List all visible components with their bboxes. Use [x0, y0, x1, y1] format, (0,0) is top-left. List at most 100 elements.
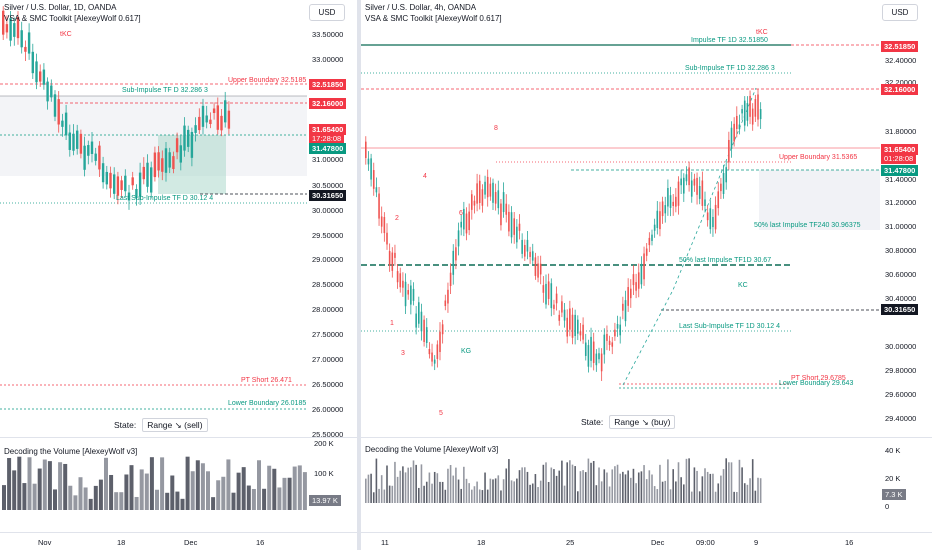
volume-bar: [513, 481, 515, 503]
candle-body: [590, 336, 592, 361]
y-tick: 26.00000: [312, 405, 344, 414]
pane-divider[interactable]: [357, 0, 361, 550]
candle-body: [201, 105, 205, 127]
candle-body: [198, 116, 201, 131]
volume-bar: [12, 470, 17, 510]
green-price-tag: 31.47800: [309, 143, 347, 154]
range-zone: [759, 170, 880, 230]
volume-bar: [648, 470, 651, 503]
upper-boundary-label: Upper Boundary 31.5365: [779, 154, 858, 161]
candle-body: [584, 342, 587, 356]
volume-bar: [418, 487, 420, 503]
candle-body: [388, 251, 391, 266]
y-tick: 33.50000: [312, 30, 344, 39]
x-tick: 9: [754, 538, 759, 547]
chart-pane-daily[interactable]: Silver / U.S. Dollar, 1D, OANDA VSA & SM…: [0, 0, 357, 550]
state-indicator: State: Range ↘ (sell): [114, 418, 208, 432]
volume-bar: [622, 471, 624, 503]
candle-body: [667, 188, 669, 207]
volume-bar: [577, 491, 579, 503]
volume-bar: [473, 486, 476, 503]
volume-bar: [231, 492, 236, 510]
candle-body: [27, 32, 31, 54]
candle-body: [153, 152, 157, 178]
candle-body: [659, 211, 661, 230]
candle-body: [447, 289, 449, 304]
y-tick: 29.60000: [885, 390, 917, 399]
candle-body: [471, 194, 473, 210]
volume-bar: [569, 460, 571, 503]
x-tick: Nov: [38, 538, 52, 547]
volume-bar: [550, 467, 553, 503]
4h-candle-chart[interactable]: [361, 0, 932, 550]
volume-bar: [439, 481, 441, 503]
state-label: State:: [114, 420, 137, 430]
volume-bar: [614, 466, 616, 503]
candle-body: [396, 271, 399, 283]
volume-bar: [667, 459, 669, 503]
volume-bar: [155, 489, 159, 510]
volume-bar: [547, 481, 550, 503]
candle-body: [563, 309, 566, 321]
volume-bar: [539, 480, 542, 503]
candle-body: [582, 324, 584, 340]
volume-pane[interactable]: Decoding the Volume [AlexeyWolf v3] 200 …: [0, 437, 357, 533]
y-tick: 27.50000: [312, 330, 344, 339]
candle-body: [425, 327, 428, 343]
volume-bar: [391, 485, 394, 503]
candle-body: [754, 99, 757, 117]
candle-body: [645, 248, 648, 256]
volume-bar: [611, 469, 614, 503]
candle-body: [598, 353, 600, 360]
volume-bar: [720, 475, 722, 503]
candle-body: [648, 237, 651, 246]
time-axis[interactable]: 11 18 25 Dec 09:00 9 16: [361, 532, 932, 550]
candle-body: [2, 10, 5, 35]
volume-bar: [553, 469, 555, 503]
currency-button[interactable]: USD: [309, 4, 345, 21]
volume-bar: [292, 466, 297, 510]
candle-body: [696, 177, 698, 195]
volume-tick: 40 K: [885, 446, 901, 455]
candle-body: [693, 178, 696, 186]
volume-bar: [134, 496, 139, 510]
candle-body: [190, 131, 194, 158]
last-sub-impulse-label: Last Sub-Impulse TF 1D 30.12 4: [679, 323, 781, 330]
sub-impulse-label: Sub-Impulse TF D 32.286 3: [122, 87, 208, 94]
volume-bar: [302, 472, 307, 510]
volume-bar: [754, 490, 757, 503]
volume-bar: [497, 475, 500, 503]
volume-bar: [759, 478, 762, 503]
volume-pane[interactable]: Decoding the Volume [AlexeyWolf v3] 40 K…: [361, 437, 932, 533]
chart-pane-4h[interactable]: Silver / U.S. Dollar, 4h, OANDA VSA & SM…: [361, 0, 932, 550]
candle-body: [83, 145, 86, 170]
candle-body: [452, 250, 455, 275]
daily-candle-chart[interactable]: [0, 0, 357, 550]
volume-bar: [688, 458, 690, 503]
volume-tag: 13.97 K: [309, 495, 341, 506]
currency-button[interactable]: USD: [882, 4, 918, 21]
volume-bar: [47, 461, 52, 510]
impulse-label: Impulse TF 1D 32.51850: [691, 37, 768, 44]
red-price-tag: 32.16000: [881, 84, 919, 95]
volume-bar: [447, 468, 449, 503]
volume-bar: [701, 476, 704, 503]
volume-bar: [476, 481, 478, 503]
time-axis[interactable]: Nov 18 Dec 16: [0, 532, 357, 550]
candle-body: [402, 280, 404, 288]
volume-bar: [267, 465, 272, 510]
candle-body: [661, 201, 664, 217]
volume-bar: [508, 459, 510, 503]
volume-bar: [733, 491, 735, 503]
volume-bar: [595, 485, 598, 503]
volume-bar: [394, 461, 396, 503]
volume-bar: [683, 484, 685, 503]
candle-body: [410, 285, 412, 305]
y-tick: 31.80000: [885, 127, 917, 136]
volume-bar: [579, 471, 582, 503]
volume-bar: [425, 481, 428, 503]
volume-bar: [365, 478, 367, 503]
candle-body: [394, 252, 396, 258]
wave-label: 6: [459, 210, 463, 217]
volume-bar: [672, 469, 674, 503]
